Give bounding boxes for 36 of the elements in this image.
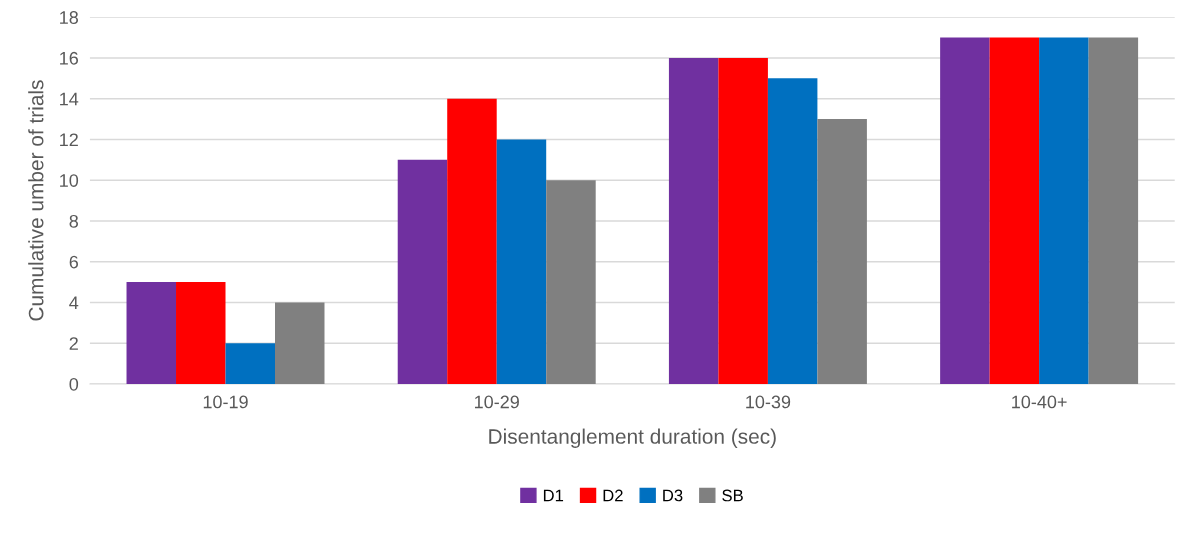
- x-tick-label: 10-40+: [1012, 395, 1067, 409]
- bar: [817, 119, 867, 384]
- y-tick-label: 12: [60, 133, 78, 146]
- bar: [126, 282, 177, 384]
- bar: [546, 180, 596, 384]
- x-tick-label: 10-29: [475, 395, 519, 409]
- bar: [767, 78, 818, 384]
- bar: [989, 37, 1040, 384]
- x-tick-label: 10-19: [203, 395, 248, 409]
- bar: [275, 302, 325, 384]
- bar: [940, 37, 990, 384]
- y-tick-label: 10: [60, 174, 79, 187]
- x-tick-label: 10-39: [746, 395, 791, 409]
- legend-label: D3: [663, 489, 683, 502]
- x-axis-title: Disentanglement duration (sec): [489, 428, 776, 448]
- y-tick-label: 6: [69, 255, 78, 269]
- y-tick-label: 18: [60, 11, 79, 24]
- y-tick-label: 16: [60, 51, 79, 65]
- bar: [668, 57, 719, 384]
- y-axis-title: Cumulative umber of trials: [28, 80, 44, 321]
- bar: [496, 139, 547, 384]
- bar: [447, 98, 497, 384]
- y-tick-label: 4: [69, 296, 79, 309]
- bar: [225, 343, 275, 384]
- legend-label: D2: [603, 489, 623, 502]
- y-tick-label: 14: [60, 92, 79, 106]
- legend-label: D1: [543, 489, 564, 502]
- bar: [1039, 37, 1089, 384]
- y-tick-label: 0: [69, 377, 79, 391]
- legend-label: SB: [722, 489, 743, 502]
- y-tick-label: 8: [69, 214, 79, 228]
- bar: [397, 159, 448, 384]
- bar: [718, 57, 768, 384]
- bar: [1088, 37, 1139, 384]
- bar: [176, 282, 226, 384]
- y-tick-label: 2: [69, 337, 78, 350]
